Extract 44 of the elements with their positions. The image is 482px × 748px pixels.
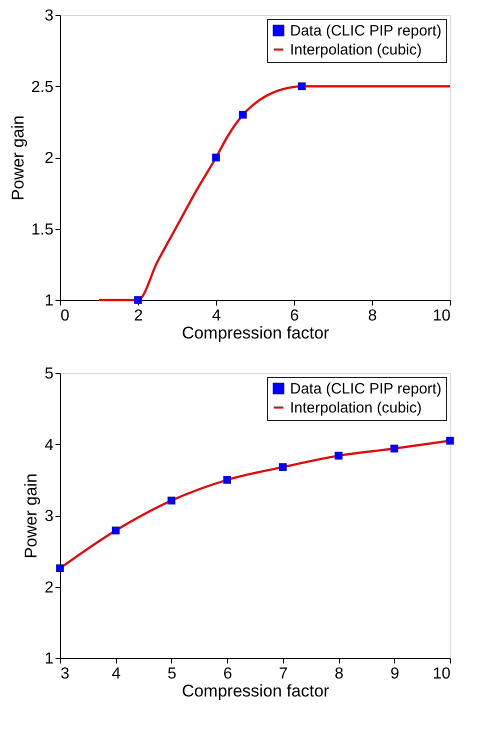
point [223,476,232,484]
legend-label: Interpolation (cubic) [290,42,422,58]
legend-label: Data (CLIC PIP report) [290,22,442,40]
y-tick-label: 1 [44,292,54,310]
point [278,463,287,471]
y-tick-label: 5 [44,366,54,382]
point [298,82,306,90]
x-tick-label: 6 [223,666,232,682]
y-tick-label: 1.5 [31,221,54,238]
x-tick-label: 4 [212,308,222,324]
point [446,436,454,445]
x-tick-label: 4 [112,666,121,682]
point [212,154,220,162]
x-tick-label: 10 [432,308,451,324]
x-axis-title: Compression factor [182,324,330,342]
y-tick-label: 1 [44,650,54,668]
x-tick-label: 5 [167,666,176,682]
point [334,452,342,460]
legend-label: Data (CLIC PIP report) [290,380,442,398]
y-tick-label: 3 [44,8,54,24]
point [239,110,247,119]
y-axis-title: Power gain [22,473,41,559]
point [112,526,120,534]
y-tick-label: 4 [44,436,54,454]
y-tick-label: 2 [44,150,54,167]
y-axis-title: Power gain [8,115,28,201]
point [390,444,398,452]
x-tick-label: 0 [60,308,70,324]
y-tick-label: 2 [44,579,54,596]
point [168,496,176,504]
x-tick-label: 8 [368,308,378,324]
legend-label: Interpolation (cubic) [290,400,422,416]
x-tick-label: 10 [432,666,451,682]
y-tick-label: 2.5 [31,78,54,96]
x-tick-label: 2 [134,308,144,324]
x-tick-label: 9 [390,666,400,682]
y-tick-label: 3 [44,508,54,525]
x-tick-label: 6 [290,308,300,324]
x-axis-title: Compression factor [182,682,330,700]
point [134,296,142,304]
point [56,564,64,572]
x-tick-label: 7 [278,666,288,682]
x-tick-label: 8 [334,666,344,682]
x-tick-label: 3 [60,666,70,682]
